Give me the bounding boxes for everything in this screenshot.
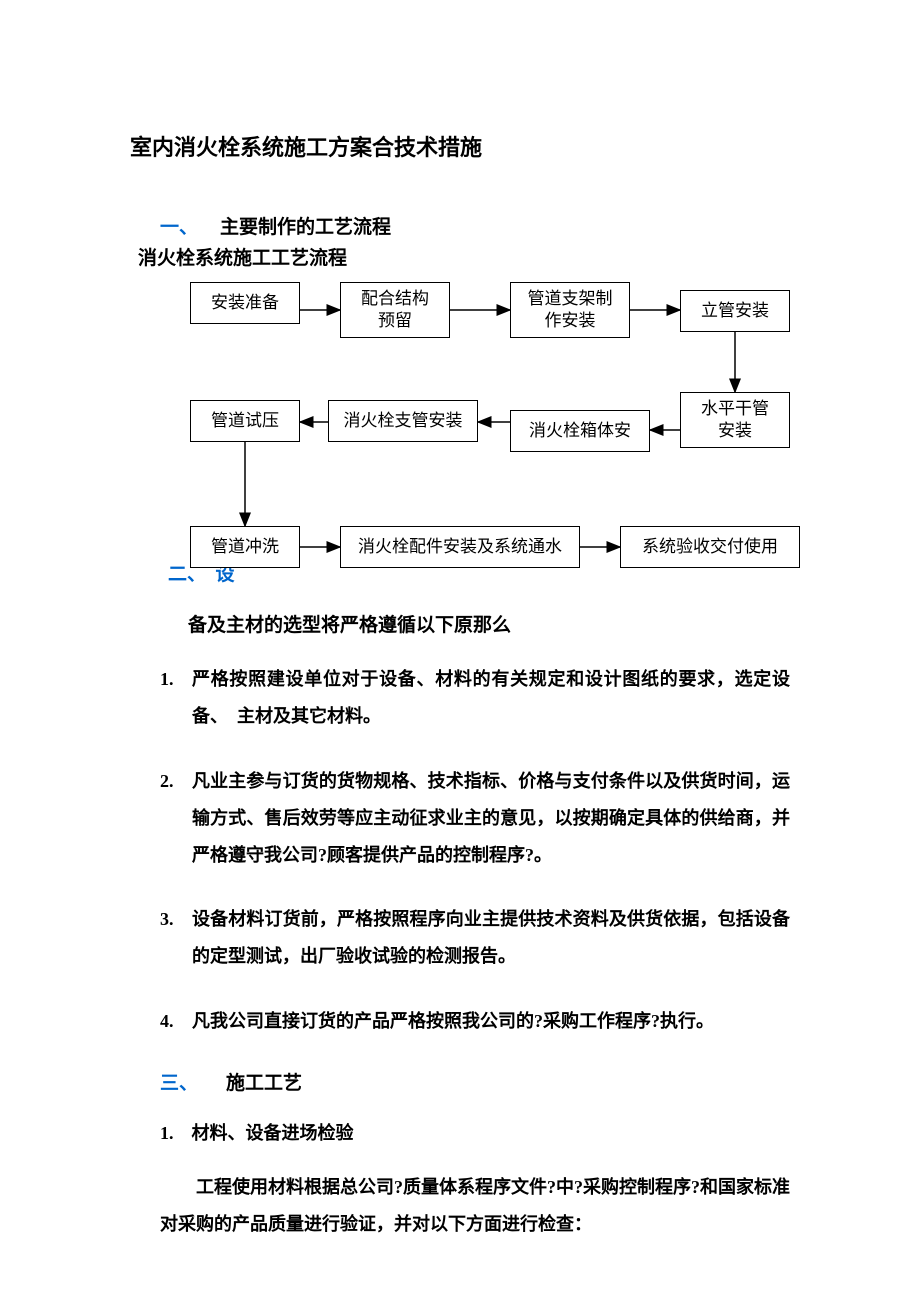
section-2-item-3: 3.设备材料订货前，严格按照程序向业主提供技术资料及供货依据，包括设备的定型测试…	[160, 901, 790, 975]
page-title: 室内消火栓系统施工方案合技术措施	[130, 130, 790, 162]
section-1-title: 主要制作的工艺流程	[220, 217, 391, 238]
section-1-header: 一、 主要制作的工艺流程	[160, 212, 790, 239]
flow-node-n4: 立管安装	[680, 290, 790, 332]
section-3-para-text: 工程使用材料根据总公司?质量体系程序文件?中?采购控制程序?和国家标准对采购的产…	[160, 1177, 790, 1234]
process-flowchart: 二、 设 安装准备配合结构预留管道支架制作安装立管安装管道试压消火栓支管安装消火…	[140, 282, 810, 582]
flow-node-n9: 管道冲洗	[190, 526, 300, 568]
section-1-subtitle: 消火栓系统施工工艺流程	[138, 243, 790, 270]
list-item-num: 2.	[160, 763, 192, 874]
list-item-text: 凡业主参与订货的货物规格、技术指标、价格与支付条件以及供货时间，运输方式、售后效…	[192, 763, 790, 874]
list-item-text: 设备材料订货前，严格按照程序向业主提供技术资料及供货依据，包括设备的定型测试，出…	[192, 901, 790, 975]
flow-node-n8: 水平干管安装	[680, 392, 790, 448]
list-item-num: 3.	[160, 901, 192, 975]
section-3-header: 三、 施工工艺	[160, 1068, 790, 1095]
list-item-num: 4.	[160, 1003, 192, 1040]
flow-node-n5: 管道试压	[190, 400, 300, 442]
section-2-item-4: 4.凡我公司直接订货的产品严格按照我公司的?采购工作程序?执行。	[160, 1003, 790, 1040]
flow-node-n11: 系统验收交付使用	[620, 526, 800, 568]
list-item-text: 凡我公司直接订货的产品严格按照我公司的?采购工作程序?执行。	[192, 1003, 790, 1040]
flow-node-n7: 消火栓箱体安	[510, 410, 650, 452]
section-1-num: 一、	[160, 217, 198, 238]
section-2-item-2: 2.凡业主参与订货的货物规格、技术指标、价格与支付条件以及供货时间，运输方式、售…	[160, 763, 790, 874]
section-3-para: 工程使用材料根据总公司?质量体系程序文件?中?采购控制程序?和国家标准对采购的产…	[160, 1169, 790, 1243]
section-3-num: 三、	[160, 1073, 198, 1094]
flow-node-n3: 管道支架制作安装	[510, 282, 630, 338]
section-3-sub-title: 材料、设备进场检验	[192, 1123, 354, 1143]
section-2-title-rest: 备及主材的选型将严格遵循以下原那么	[188, 610, 790, 637]
flow-node-n10: 消火栓配件安装及系统通水	[340, 526, 580, 568]
section-3-sub-num: 1.	[160, 1123, 174, 1143]
section-3-sub-1: 1. 材料、设备进场检验	[160, 1119, 790, 1145]
flow-node-n2: 配合结构预留	[340, 282, 450, 338]
flow-node-n1: 安装准备	[190, 282, 300, 324]
list-item-text: 严格按照建设单位对于设备、材料的有关规定和设计图纸的要求，选定设备、 主材及其它…	[192, 661, 790, 735]
flow-node-n6: 消火栓支管安装	[328, 400, 478, 442]
section-3-title: 施工工艺	[226, 1073, 302, 1094]
section-2-item-1: 1.严格按照建设单位对于设备、材料的有关规定和设计图纸的要求，选定设备、 主材及…	[160, 661, 790, 735]
list-item-num: 1.	[160, 661, 192, 735]
